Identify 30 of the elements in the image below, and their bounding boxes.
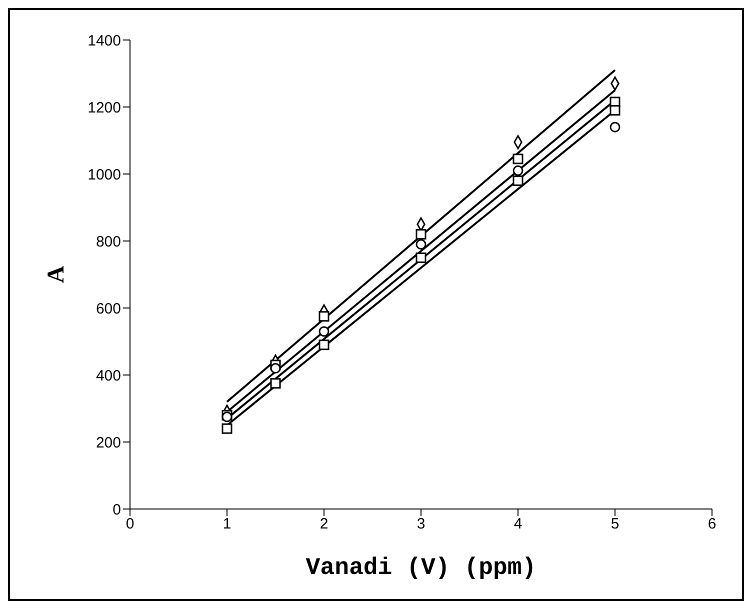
point [512, 175, 524, 186]
point [318, 340, 330, 350]
y-tick-label: 0 [112, 501, 121, 518]
y-tick-label: 400 [96, 367, 121, 384]
x-tick-label: 4 [514, 516, 522, 533]
x-tick-label: 0 [126, 516, 134, 533]
point [318, 326, 330, 337]
y-axis-title: A [44, 265, 70, 284]
point [318, 311, 330, 322]
x-axis-title: Vanadi (V) (ppm) [306, 555, 536, 582]
y-tick-label: 200 [96, 434, 121, 452]
point [610, 105, 620, 116]
x-tick-label: 2 [320, 516, 328, 533]
point [512, 154, 524, 164]
x-tick-label: 1 [222, 516, 232, 533]
point [270, 363, 281, 374]
y-tick-label: 1200 [88, 99, 121, 116]
point [416, 252, 426, 263]
point [222, 423, 232, 434]
x-tick-label: 6 [708, 516, 716, 533]
point [610, 122, 620, 132]
x-tick-label: 3 [416, 516, 426, 533]
point [512, 165, 524, 176]
y-tick-label: 600 [96, 300, 121, 318]
y-tick-label: 1000 [88, 166, 121, 184]
y-tick-label: 800 [96, 233, 121, 250]
point [416, 229, 426, 240]
x-tick-label: 5 [610, 516, 620, 533]
point [270, 378, 281, 389]
y-tick-label: 1400 [88, 32, 121, 50]
